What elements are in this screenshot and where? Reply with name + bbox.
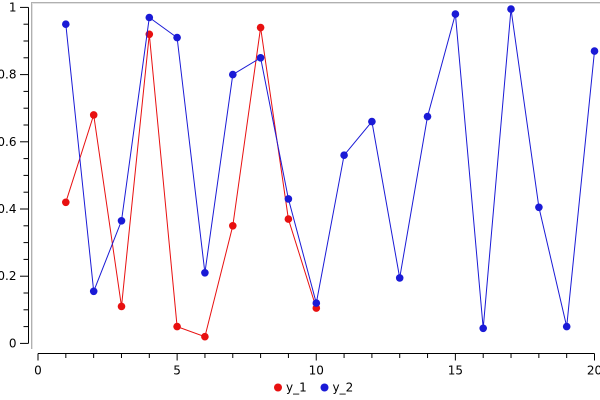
legend-label-y_2: y_2 xyxy=(333,381,354,395)
y-tick-label: 0.8 xyxy=(0,68,17,82)
data-point-y_1 xyxy=(117,302,126,311)
data-point-y_1 xyxy=(62,198,70,207)
data-point-y_2 xyxy=(62,20,70,29)
data-point-y_1 xyxy=(256,23,265,32)
data-point-y_2 xyxy=(395,274,404,282)
legend-marker-y_2 xyxy=(320,383,329,392)
data-point-y_2 xyxy=(145,13,154,22)
x-tick-label: 10 xyxy=(309,364,324,378)
data-point-y_1 xyxy=(229,222,237,230)
y-tick-label: 0.6 xyxy=(0,135,17,149)
data-point-y_2 xyxy=(590,47,599,55)
series-line-y_1 xyxy=(65,27,317,338)
x-axis: 0 5 10 15 20 xyxy=(34,353,600,378)
data-point-y_1 xyxy=(89,111,98,119)
plot-border xyxy=(31,2,600,349)
data-point-y_2 xyxy=(201,269,209,277)
data-point-y_2 xyxy=(562,322,571,331)
series-y_1 xyxy=(62,23,321,341)
data-point-y_2 xyxy=(535,203,543,212)
x-tick-label: 20 xyxy=(587,364,600,378)
data-point-y_2 xyxy=(284,195,293,203)
data-point-y_2 xyxy=(89,287,98,296)
y-tick-label: 0.2 xyxy=(0,269,17,283)
data-point-y_2 xyxy=(423,112,432,121)
legend-marker-y_1 xyxy=(274,383,282,392)
data-point-y_2 xyxy=(451,10,460,18)
series-line-y_2 xyxy=(65,9,595,329)
series-y_2 xyxy=(62,5,599,333)
data-point-y_2 xyxy=(117,217,126,225)
data-point-y_1 xyxy=(201,332,209,341)
data-point-y_2 xyxy=(173,33,181,42)
data-point-y_2 xyxy=(229,70,237,79)
legend-label-y_1: y_1 xyxy=(286,381,307,395)
x-tick-label: 15 xyxy=(448,364,463,378)
data-point-y_1 xyxy=(284,215,293,223)
y-tick-label: 0.4 xyxy=(0,202,17,216)
y-tick-label: 1 xyxy=(9,0,17,14)
data-point-y_1 xyxy=(173,322,181,331)
data-point-y_2 xyxy=(479,324,488,333)
data-point-y_2 xyxy=(340,151,348,159)
x-tick-label: 5 xyxy=(173,364,181,378)
data-point-y_2 xyxy=(312,299,321,307)
legend: y_1 y_2 xyxy=(274,381,353,395)
y-axis: 0 0.2 0.4 0.6 0.8 1 xyxy=(0,0,29,350)
x-tick-label: 0 xyxy=(34,364,42,378)
data-point-y_2 xyxy=(368,117,376,126)
y-tick-label: 0 xyxy=(9,336,17,350)
data-point-y_2 xyxy=(256,54,265,62)
data-point-y_2 xyxy=(507,5,515,13)
